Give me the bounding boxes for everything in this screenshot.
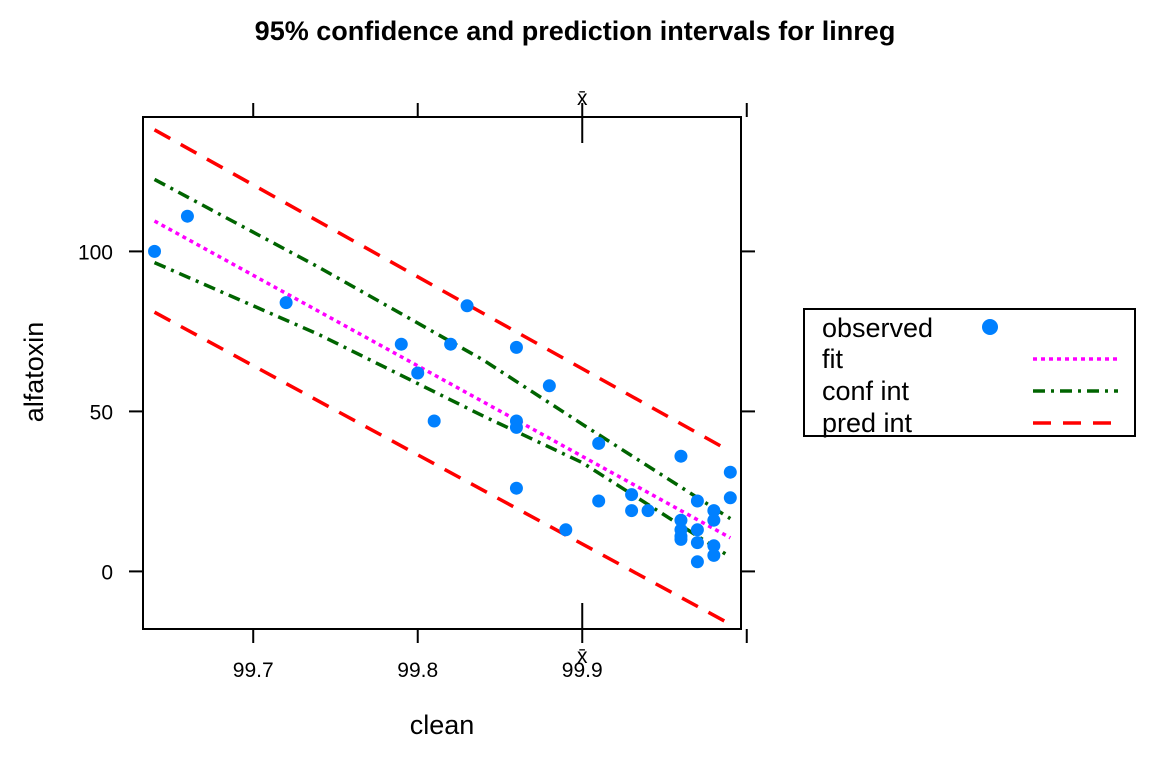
legend-label-1: fit — [822, 344, 844, 374]
observed-point — [723, 491, 737, 505]
series-layer — [148, 128, 737, 626]
observed-point — [690, 494, 704, 508]
legend-box — [803, 308, 1136, 437]
legend-key-observed — [982, 319, 998, 335]
observed-point — [707, 539, 721, 553]
legend-label-2: conf int — [822, 376, 910, 406]
conf-int-upper-line — [153, 177, 732, 521]
observed-point — [723, 465, 737, 479]
observed-point — [394, 337, 408, 351]
y-axis-title: alfatoxin — [19, 322, 49, 423]
plot-panel — [142, 116, 742, 630]
observed-point — [674, 449, 688, 463]
x-tick-label: 99.7 — [233, 659, 274, 682]
observed-point — [411, 366, 425, 380]
observed-point — [509, 420, 523, 434]
observed-point — [625, 488, 639, 502]
observed-point — [509, 481, 523, 495]
x-tick-label: 99.8 — [397, 659, 438, 682]
legend-label-0: observed — [822, 313, 933, 343]
y-tick-label: 50 — [90, 401, 113, 424]
observed-point — [279, 296, 293, 310]
observed-point — [690, 523, 704, 537]
observed-point — [592, 494, 606, 508]
x-mean-label-top: x̄ — [577, 87, 588, 110]
x-tick-label: 99.9 — [562, 659, 603, 682]
observed-point — [180, 209, 194, 223]
pred-int-upper-line — [153, 128, 732, 453]
observed-point — [592, 436, 606, 450]
observed-point — [690, 536, 704, 550]
x-axis-title: clean — [410, 710, 475, 740]
observed-point — [707, 513, 721, 527]
observed-point — [444, 337, 458, 351]
legend-label-3: pred int — [822, 408, 913, 438]
x-mean-label-bottom: x̄ — [577, 645, 588, 668]
chart-title: 95% confidence and prediction intervals … — [255, 16, 896, 46]
observed-point — [707, 548, 721, 562]
observed-point — [690, 555, 704, 569]
observed-point — [674, 532, 688, 546]
pred-int-lower-line — [153, 310, 732, 626]
observed-point — [542, 379, 556, 393]
observed-point — [427, 414, 441, 428]
y-tick-label: 100 — [78, 241, 113, 264]
observed-point — [674, 513, 688, 527]
observed-point — [707, 504, 721, 518]
observed-point — [641, 504, 655, 518]
observed-point — [460, 299, 474, 313]
observed-point — [148, 244, 162, 258]
conf-int-lower-line — [153, 260, 732, 559]
observed-point — [509, 340, 523, 354]
observed-point — [625, 504, 639, 518]
fit-line — [153, 219, 732, 540]
observed-point — [559, 523, 573, 537]
y-tick-label: 0 — [101, 561, 113, 584]
